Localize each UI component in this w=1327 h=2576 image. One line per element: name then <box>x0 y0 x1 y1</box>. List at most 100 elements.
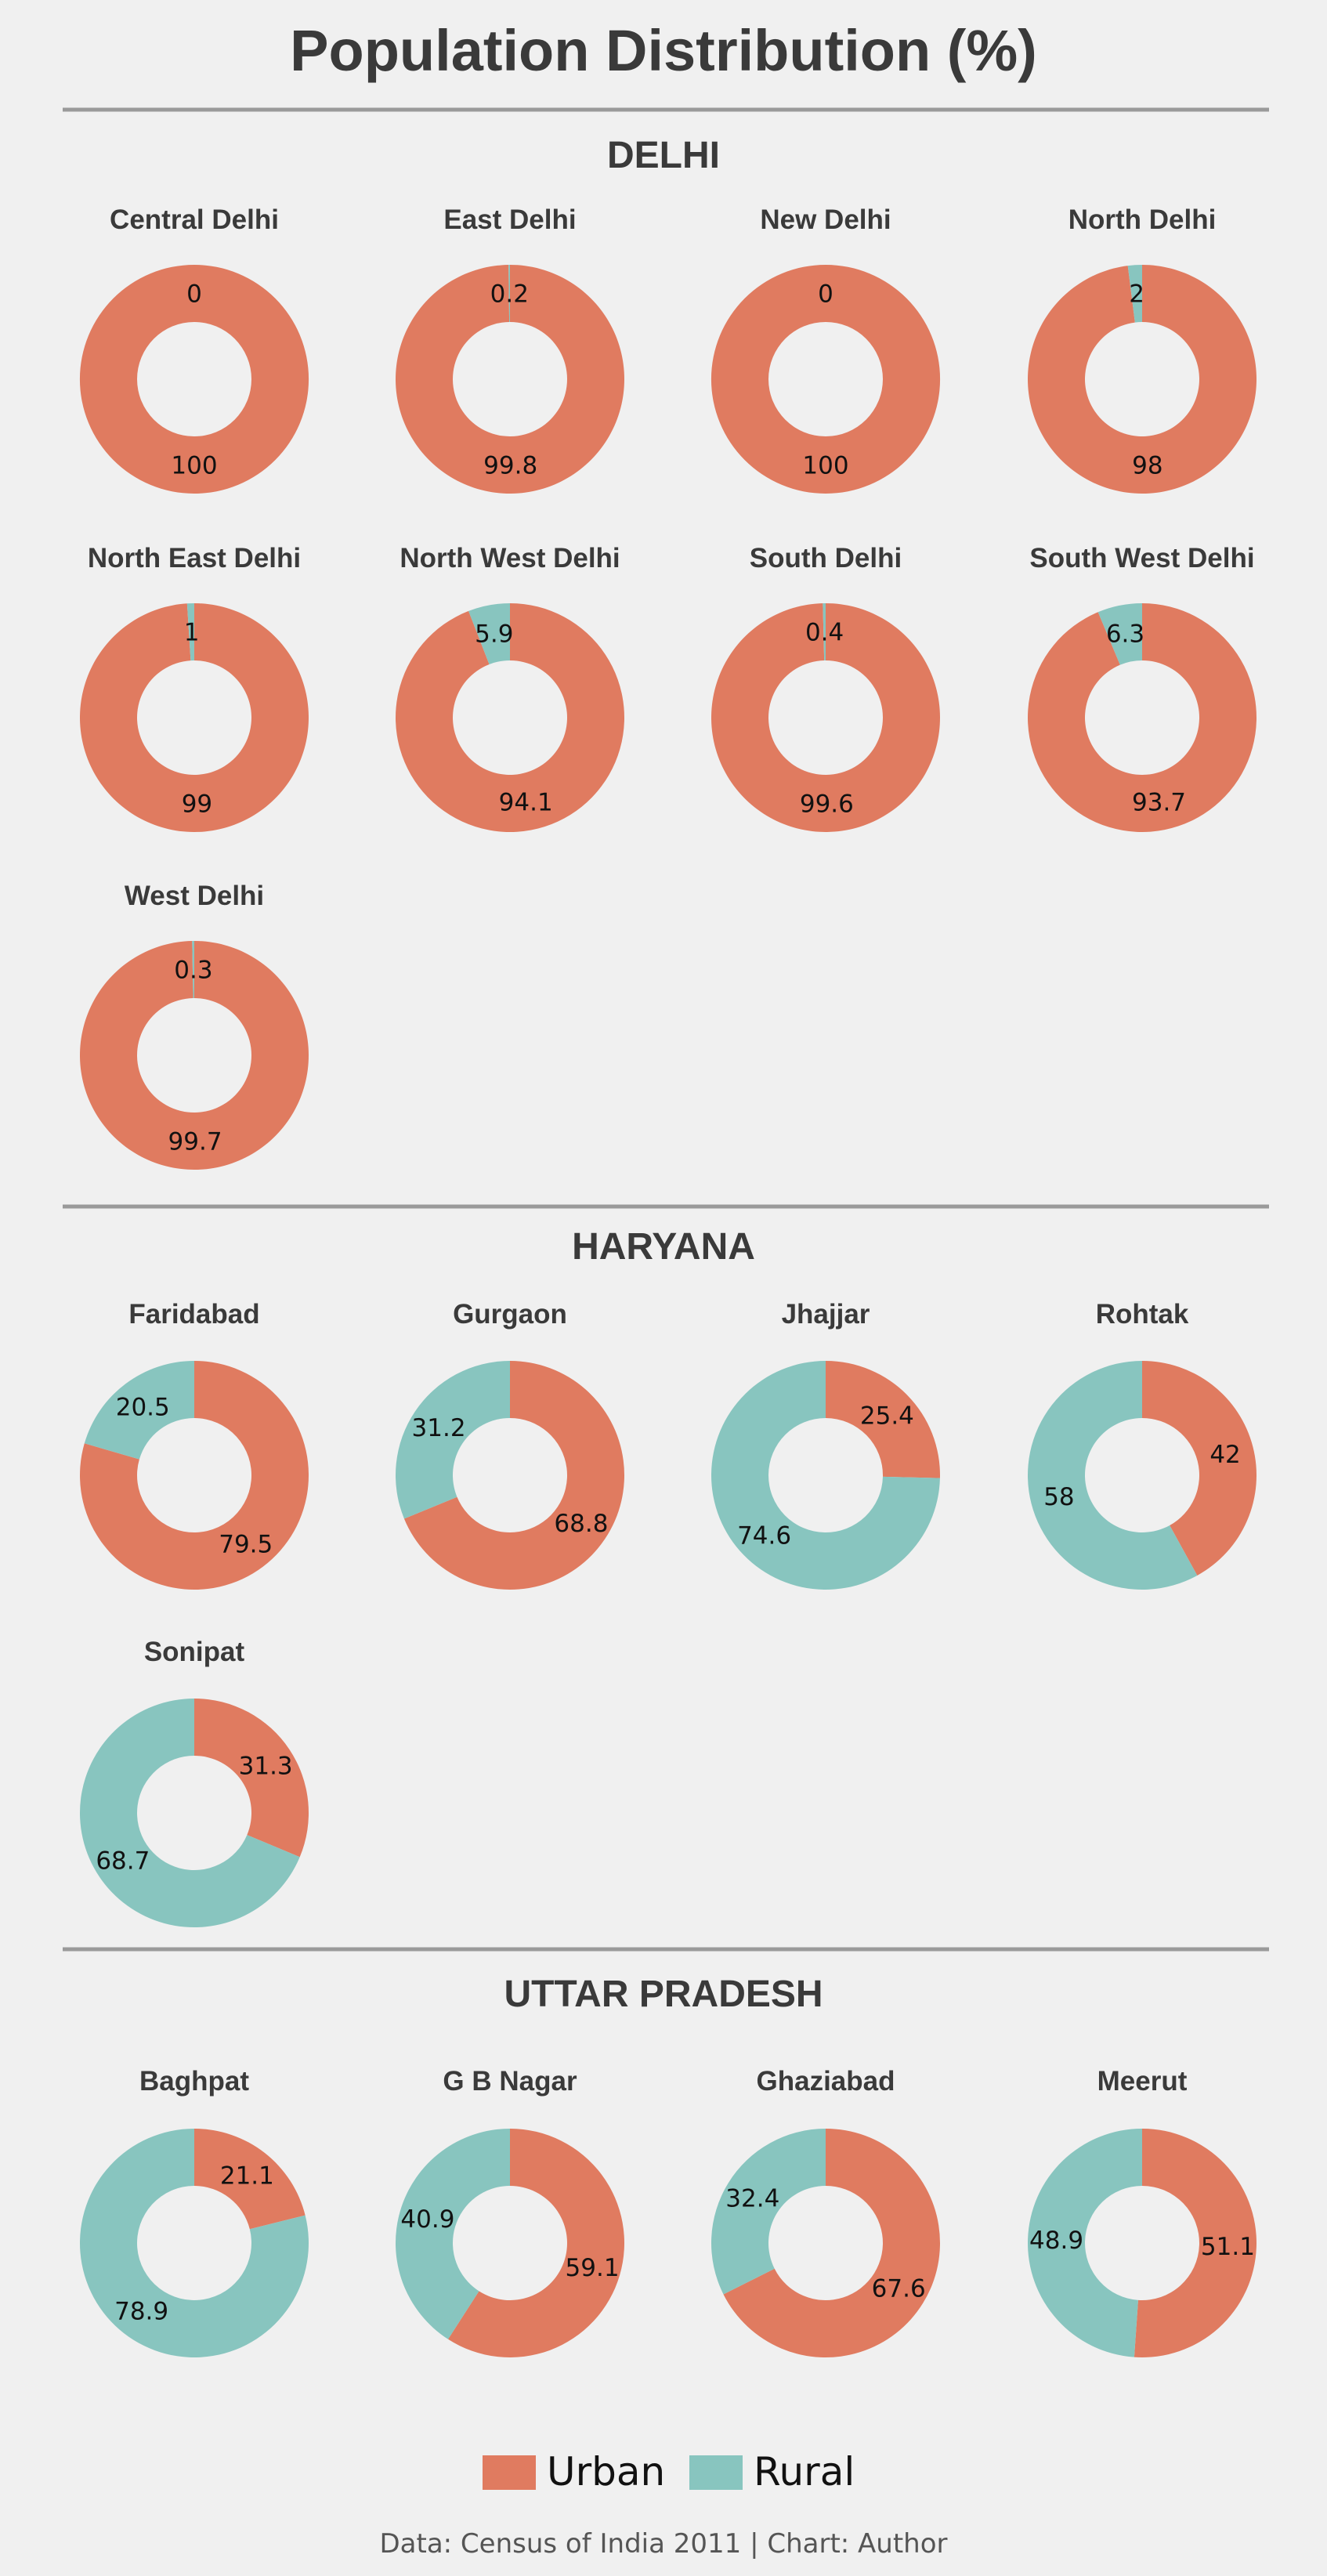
section-haryana: HARYANA Faridabad 79.5 20.5 Gurgaon 68.8 31.2 J… <box>63 1204 1269 1927</box>
urban-slice <box>194 1699 309 1858</box>
district-name: Central Delhi <box>110 204 279 235</box>
rural-value-label: 31.2 <box>412 1414 466 1442</box>
rural-value-label: 58 <box>1043 1483 1074 1511</box>
district-name: North East Delhi <box>88 543 301 573</box>
donut-jhajjar: Jhajjar 25.4 74.6 <box>711 1299 940 1590</box>
urban-slice <box>79 941 309 1170</box>
donut-new-delhi: New Delhi 100 0 <box>711 204 941 494</box>
urban-value-label: 25.4 <box>860 1402 914 1431</box>
rural-value-label: 20.5 <box>116 1393 170 1421</box>
section-uttar-pradesh: UTTAR PRADESH Baghpat 21.1 78.9 G B Nagar 59.… <box>63 1947 1269 2358</box>
urban-slice <box>403 1361 624 1590</box>
rural-slice <box>192 941 194 999</box>
urban-slice <box>1028 603 1257 832</box>
donut-ghaziabad: Ghaziabad 67.6 32.4 <box>711 2066 940 2357</box>
donut-rohtak: Rohtak 42 58 <box>1028 1299 1257 1590</box>
donut-south-delhi: South Delhi 99.6 0.4 <box>711 543 940 832</box>
rural-slice <box>1127 265 1142 323</box>
rural-slice <box>395 1361 510 1519</box>
rural-value-label: 32.4 <box>725 2184 779 2212</box>
district-name: Meerut <box>1097 2066 1188 2097</box>
district-name: East Delhi <box>443 204 576 235</box>
donut-baghpat: Baghpat 21.1 78.9 <box>80 2066 309 2357</box>
urban-slice <box>711 603 940 832</box>
urban-slice <box>79 264 309 494</box>
rural-value-label: 0 <box>818 280 833 309</box>
urban-slice <box>711 264 941 494</box>
rural-value-label: 2 <box>1129 280 1144 309</box>
urban-value-label: 21.1 <box>220 2162 274 2191</box>
rural-slice <box>80 2129 309 2357</box>
urban-value-label: 99 <box>182 790 212 818</box>
rural-value-label: 6.3 <box>1106 620 1144 649</box>
legend-label-rural: Rural <box>754 2449 855 2495</box>
donut-g-b-nagar: G B Nagar 59.1 40.9 <box>396 2066 624 2357</box>
rural-value-label: 78.9 <box>114 2297 168 2325</box>
rural-slice <box>823 603 826 661</box>
urban-slice <box>79 603 309 832</box>
urban-slice <box>723 2129 940 2357</box>
donut-gurgaon: Gurgaon 68.8 31.2 <box>395 1299 624 1590</box>
urban-slice <box>395 603 624 832</box>
rural-value-label: 0.2 <box>490 280 529 309</box>
donut-faridabad: Faridabad 79.5 20.5 <box>80 1299 309 1590</box>
urban-value-label: 94.1 <box>499 789 553 817</box>
rural-value-label: 74.6 <box>737 1521 791 1550</box>
source-note: Data: Census of India 2011 | Chart: Auth… <box>379 2528 947 2560</box>
urban-slice <box>395 265 624 494</box>
urban-value-label: 100 <box>802 452 848 480</box>
district-name: Sonipat <box>144 1637 245 1667</box>
district-name: Rohtak <box>1096 1299 1189 1330</box>
donut-central-delhi: Central Delhi 100 0 <box>79 204 309 494</box>
rural-value-label: 5.9 <box>475 620 513 648</box>
urban-value-label: 99.8 <box>483 451 537 479</box>
donut-north-east-delhi: North East Delhi 99 1 <box>79 543 309 832</box>
urban-value-label: 31.3 <box>239 1752 293 1780</box>
section-header: UTTAR PRADESH <box>504 1974 823 2015</box>
legend-label-urban: Urban <box>547 2449 665 2495</box>
rural-slice <box>508 265 510 323</box>
urban-value-label: 93.7 <box>1132 788 1186 816</box>
district-name: South Delhi <box>750 543 902 573</box>
district-name: North Delhi <box>1068 204 1217 235</box>
district-name: New Delhi <box>760 204 891 235</box>
district-name: G B Nagar <box>443 2066 577 2097</box>
urban-slice <box>826 1361 940 1478</box>
section-header: HARYANA <box>572 1226 755 1268</box>
section-delhi: DELHI Central Delhi 100 0 East Delhi 99.8 0.2 N… <box>79 135 1257 1170</box>
rural-slice <box>1097 603 1142 665</box>
urban-slice <box>447 2129 624 2357</box>
chart-title: Population Distribution (%) <box>290 18 1037 83</box>
district-name: Faridabad <box>128 1299 259 1330</box>
urban-value-label: 67.6 <box>872 2275 926 2303</box>
urban-value-label: 79.5 <box>219 1531 273 1559</box>
urban-slice <box>1027 265 1256 494</box>
legend-swatch-rural <box>689 2455 743 2490</box>
urban-value-label: 51.1 <box>1201 2233 1255 2261</box>
urban-value-label: 98 <box>1132 451 1162 479</box>
donut-north-delhi: North Delhi 98 2 <box>1027 204 1256 494</box>
urban-value-label: 99.6 <box>800 790 854 818</box>
rural-slice <box>84 1361 194 1460</box>
donut-east-delhi: East Delhi 99.8 0.2 <box>395 204 624 494</box>
district-name: Ghaziabad <box>757 2066 895 2097</box>
donut-sonipat: Sonipat 31.3 68.7 <box>79 1637 309 1927</box>
rural-slice <box>79 1699 300 1927</box>
rural-value-label: 0 <box>186 280 202 309</box>
rural-slice <box>186 603 194 661</box>
rural-value-label: 40.9 <box>400 2205 454 2234</box>
district-name: Baghpat <box>139 2066 249 2097</box>
district-name: North West Delhi <box>400 543 620 573</box>
urban-value-label: 68.8 <box>554 1510 608 1538</box>
district-name: Gurgaon <box>453 1299 567 1330</box>
urban-slice <box>194 2129 306 2230</box>
rural-slice <box>1028 1361 1198 1590</box>
urban-value-label: 42 <box>1209 1441 1240 1469</box>
donut-south-west-delhi: South West Delhi 93.7 6.3 <box>1028 543 1257 832</box>
rural-slice <box>396 2129 510 2339</box>
rural-slice <box>711 1361 940 1590</box>
district-name: West Delhi <box>125 881 264 911</box>
rural-slice <box>1028 2129 1142 2357</box>
